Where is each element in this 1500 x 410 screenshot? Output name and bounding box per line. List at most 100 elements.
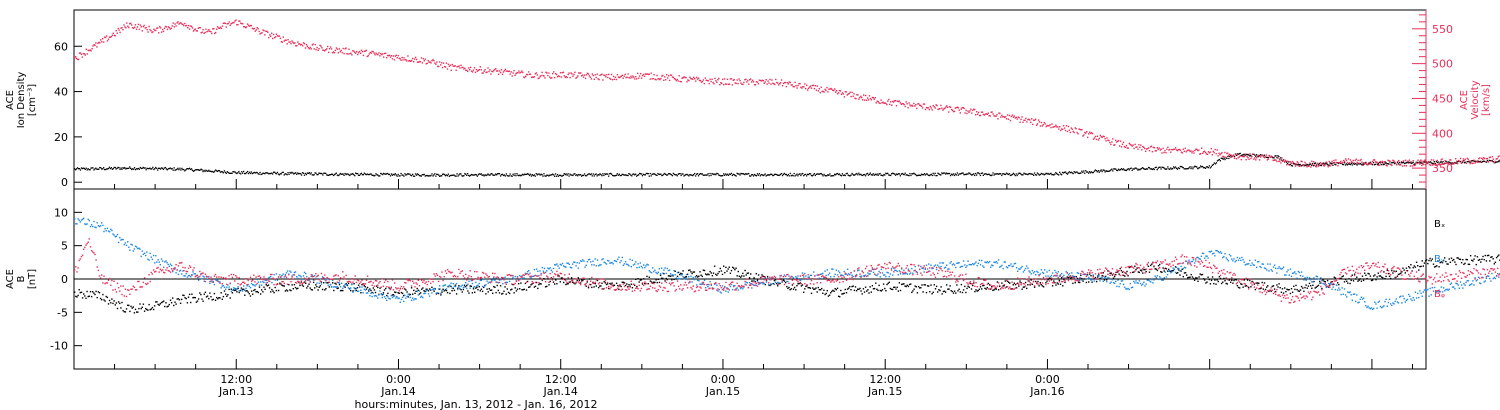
- data-point: [1023, 119, 1025, 121]
- data-point: [112, 302, 114, 305]
- data-point: [726, 78, 729, 80]
- data-point: [1125, 144, 1128, 147]
- data-point: [1463, 159, 1466, 162]
- data-point: [870, 174, 872, 176]
- data-point: [329, 174, 332, 176]
- data-point: [947, 173, 949, 175]
- data-point: [572, 174, 574, 177]
- data-point: [196, 300, 199, 302]
- data-point: [1246, 279, 1249, 281]
- data-point: [572, 75, 574, 77]
- data-point: [1202, 167, 1205, 169]
- data-point: [1452, 163, 1454, 165]
- data-point: [1411, 162, 1413, 164]
- data-point: [114, 35, 116, 37]
- data-point: [1223, 277, 1225, 280]
- data-point: [1137, 169, 1139, 171]
- data-point: [1177, 272, 1179, 274]
- data-point: [992, 172, 994, 174]
- data-point: [735, 267, 737, 269]
- data-point: [942, 172, 944, 175]
- data-point: [134, 169, 137, 171]
- data-point: [216, 28, 218, 30]
- data-point: [106, 40, 109, 42]
- data-point: [1062, 172, 1065, 174]
- data-point: [574, 71, 576, 73]
- data-point: [544, 77, 546, 79]
- data-point: [153, 168, 155, 171]
- data-point: [254, 172, 256, 174]
- data-point: [246, 170, 249, 173]
- data-point: [686, 81, 688, 83]
- data-point: [889, 174, 891, 176]
- data-point: [397, 292, 399, 294]
- data-point: [235, 289, 237, 291]
- data-point: [1429, 161, 1432, 163]
- data-point: [529, 73, 532, 75]
- data-point: [661, 75, 663, 77]
- data-point: [428, 175, 430, 177]
- data-point: [442, 62, 445, 64]
- data-point: [1450, 162, 1452, 164]
- data-point: [1473, 160, 1475, 162]
- data-point: [969, 282, 972, 285]
- data-point: [1279, 158, 1281, 160]
- data-point: [1429, 164, 1432, 166]
- data-point: [1170, 270, 1172, 273]
- data-point: [1116, 271, 1118, 273]
- data-point: [420, 175, 422, 177]
- data-point: [1142, 167, 1144, 169]
- data-point: [200, 168, 202, 170]
- data-point: [109, 36, 112, 38]
- data-point: [1446, 263, 1448, 265]
- data-point: [171, 167, 173, 170]
- data-point: [294, 172, 296, 174]
- data-point: [230, 172, 232, 174]
- data-point: [451, 290, 453, 292]
- data-point: [1393, 161, 1395, 163]
- data-point: [1132, 144, 1134, 146]
- data-point: [682, 173, 684, 175]
- data-point: [1229, 153, 1231, 156]
- data-point: [169, 167, 171, 169]
- data-point: [423, 290, 425, 292]
- data-point: [172, 169, 174, 171]
- data-point: [812, 287, 814, 289]
- data-point: [157, 259, 159, 261]
- data-point: [480, 69, 482, 71]
- data-point: [1011, 173, 1013, 176]
- data-point: [834, 288, 836, 290]
- data-point: [302, 42, 305, 44]
- data-point: [257, 173, 259, 175]
- data-point: [787, 83, 790, 85]
- data-point: [808, 287, 810, 289]
- data-point: [717, 272, 719, 275]
- data-point: [131, 168, 133, 171]
- data-point: [1403, 162, 1406, 165]
- data-point: [1043, 121, 1045, 124]
- data-point: [804, 83, 806, 85]
- data-point: [824, 174, 826, 177]
- data-point: [187, 296, 190, 298]
- data-point: [1218, 276, 1221, 278]
- data-point: [587, 173, 590, 175]
- data-point: [423, 60, 425, 62]
- data-point: [1125, 272, 1127, 274]
- data-point: [458, 174, 460, 176]
- data-point: [362, 174, 364, 176]
- data-point: [1484, 254, 1486, 257]
- data-point: [1405, 165, 1408, 167]
- data-point: [268, 287, 271, 289]
- data-point: [937, 172, 939, 174]
- data-point: [319, 285, 321, 287]
- data-point: [616, 74, 619, 76]
- data-point: [103, 36, 106, 38]
- data-point: [1272, 157, 1274, 159]
- data-point: [452, 287, 454, 290]
- data-point: [79, 169, 82, 171]
- data-point: [975, 114, 977, 116]
- data-point: [1490, 256, 1492, 258]
- data-point: [852, 173, 854, 176]
- data-point: [1391, 164, 1393, 167]
- data-point: [535, 281, 538, 284]
